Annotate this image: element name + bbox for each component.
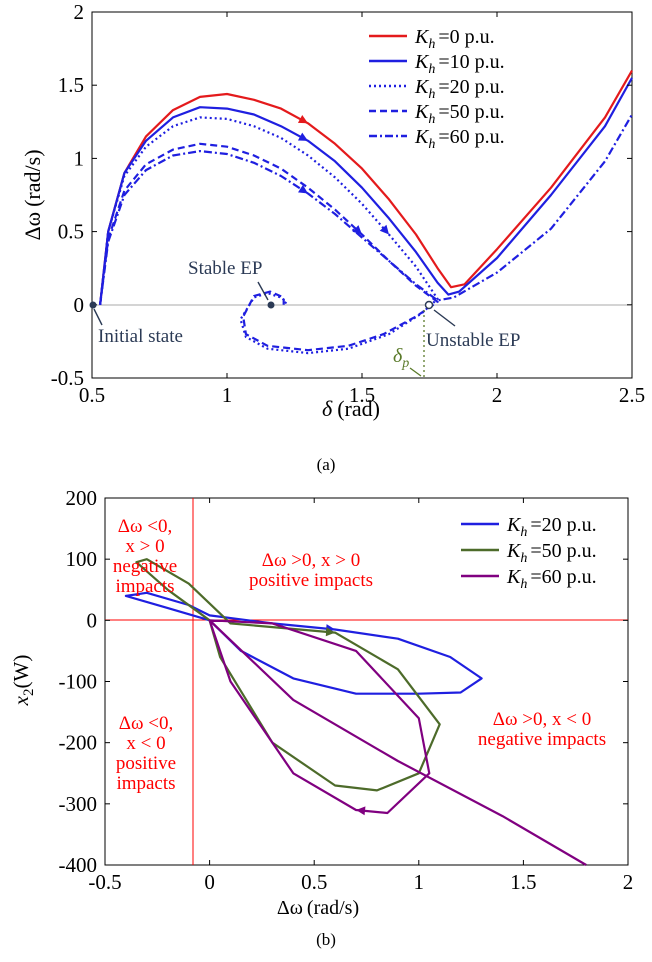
panel-a: 0.5 1 1.5 2 2.5 -0.5 0 0.5 1 1.5 2 Kh =0 p.u.Kh =10… — [20, 0, 645, 474]
caption-b: (b) — [316, 930, 336, 949]
b-series-arrow-1 — [325, 627, 336, 637]
a-y-tick-label: -0.5 — [51, 366, 84, 390]
initial-state-label: Initial state — [98, 326, 183, 347]
quadrant-bottom-left: Δω <0, x < 0 positive impacts — [116, 713, 176, 794]
legend-b: Kh =20 p.u.Kh =50 p.u.Kh =60 p.u. — [461, 514, 597, 592]
a-y-tick-label: 0 — [74, 293, 85, 317]
a-y-tick-label: 2 — [74, 0, 85, 24]
a-legend-label-4: Kh =60 p.u. — [414, 126, 505, 152]
quadrant-tl-line2: x > 0 — [125, 536, 164, 557]
quadrant-top-right: Δω >0, x > 0 positive impacts — [249, 550, 373, 591]
a-x-tick-label: 2.5 — [619, 383, 645, 407]
a-series-line-4 — [99, 113, 633, 305]
b-legend-label-0: Kh =20 p.u. — [506, 514, 597, 540]
legend-a: Kh =0 p.u.Kh =10 p.u.Kh =20 p.u.Kh =50 p.u.K… — [369, 26, 505, 152]
b-series-line-2 — [208, 619, 587, 866]
x-ticks-a: 0.5 1 1.5 2 2.5 — [79, 12, 645, 407]
y-ticks-b: -400 -300 -200 -100 0 100 200 — [59, 486, 628, 877]
b-legend-label-2: Kh =60 p.u. — [506, 566, 597, 592]
b-x-tick-label: 0.5 — [301, 870, 327, 894]
b-y-tick-label: -200 — [59, 731, 98, 755]
stable-ep-marker — [267, 301, 275, 309]
b-x-tick-label: 1.5 — [510, 870, 536, 894]
a-y-tick-label: 1.5 — [58, 73, 84, 97]
y-axis-label-b: x2(W) — [9, 655, 37, 707]
b-y-tick-label: -300 — [59, 792, 98, 816]
series-group-b — [124, 558, 587, 866]
quadrant-tl-line4: impacts — [115, 576, 174, 597]
a-series-line-0 — [99, 70, 633, 305]
a-y-tick-label: 0.5 — [58, 220, 84, 244]
unstable-ep-arrow — [433, 309, 456, 327]
delta-p-arrow — [409, 367, 422, 377]
caption-a: (a) — [317, 455, 336, 474]
x-ticks-b: -0.5 0 0.5 1 1.5 2 — [88, 498, 633, 894]
a-series-arrow-3 — [352, 225, 362, 235]
delta-p-label: δp — [393, 345, 409, 371]
x-axis-label-b: Δω (rad/s) — [277, 897, 359, 919]
y-ticks-a: -0.5 0 0.5 1 1.5 2 — [51, 0, 632, 390]
a-legend-label-0: Kh =0 p.u. — [414, 26, 495, 52]
quadrant-bl-line4: impacts — [116, 773, 175, 794]
a-legend-label-1: Kh =10 p.u. — [414, 51, 505, 77]
quadrant-br-line1: Δω >0, x < 0 — [493, 709, 591, 730]
quadrant-tl-line1: Δω <0, — [118, 516, 172, 537]
quadrant-bottom-right: Δω >0, x < 0 negative impacts — [478, 709, 606, 750]
a-series-line-2 — [99, 116, 439, 355]
quadrant-top-left: Δω <0, x > 0 negative impacts — [113, 516, 177, 597]
b-y-tick-label: 0 — [87, 608, 98, 632]
initial-state-marker — [89, 301, 97, 309]
quadrant-br-line2: negative impacts — [478, 729, 606, 750]
b-series-arrow-2 — [356, 806, 366, 816]
a-series-arrow-0 — [297, 115, 308, 124]
panel-b: -0.5 0 0.5 1 1.5 2 -400 -300 -200 -100 0 100 200 Kh… — [9, 486, 633, 949]
a-series-arrow-2 — [379, 224, 389, 235]
b-y-tick-label: -100 — [59, 670, 98, 694]
quadrant-bl-line1: Δω <0, — [119, 713, 173, 734]
b-y-tick-label: 200 — [66, 486, 98, 510]
quadrant-bl-line3: positive — [116, 753, 176, 774]
quadrant-tr-line2: positive impacts — [249, 570, 373, 591]
b-series-line-0 — [124, 591, 483, 695]
quadrant-tr-line1: Δω >0, x > 0 — [262, 550, 360, 571]
b-series-line-1 — [135, 558, 441, 792]
b-legend-label-1: Kh =50 p.u. — [506, 540, 597, 566]
a-x-tick-label: 0.5 — [79, 383, 105, 407]
a-x-tick-label: 2 — [492, 383, 503, 407]
a-x-tick-label: 1.5 — [349, 383, 375, 407]
a-series-line-1 — [99, 77, 633, 305]
b-x-tick-label: 2 — [623, 870, 634, 894]
unstable-ep-marker — [424, 300, 434, 310]
initial-state-arrow — [93, 308, 103, 326]
x-axis-label-a: δ (rad) — [322, 396, 380, 421]
a-y-tick-label: 1 — [74, 146, 85, 170]
b-x-tick-label: 1 — [414, 870, 425, 894]
a-series-line-3 — [99, 142, 439, 352]
b-y-tick-label: -400 — [59, 853, 98, 877]
y-axis-label-a: Δω(rad/s) — [20, 149, 45, 240]
b-y-tick-label: 100 — [66, 547, 98, 571]
quadrant-tl-line3: negative — [113, 556, 177, 577]
stable-ep-label: Stable EP — [188, 258, 262, 279]
a-legend-label-3: Kh =50 p.u. — [414, 101, 505, 127]
stable-ep-arrow — [257, 281, 269, 301]
quadrant-bl-line2: x < 0 — [126, 733, 165, 754]
a-series-arrow-4 — [298, 184, 308, 194]
b-x-tick-label: 0 — [204, 870, 215, 894]
a-legend-label-2: Kh =20 p.u. — [414, 76, 505, 102]
unstable-ep-label: Unstable EP — [426, 330, 520, 351]
a-x-tick-label: 1 — [222, 383, 233, 407]
series-group-a — [99, 70, 633, 355]
a-series-arrow-1 — [297, 132, 308, 141]
b-x-tick-label: -0.5 — [88, 870, 121, 894]
